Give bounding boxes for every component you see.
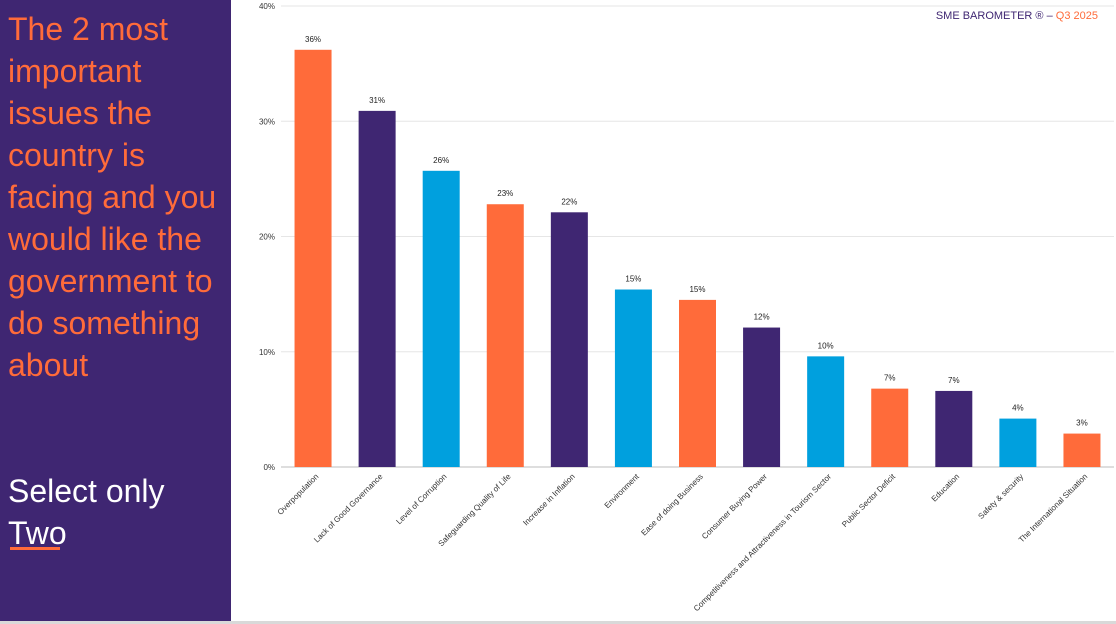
x-category-label: Level of Corruption (394, 472, 448, 526)
bar (486, 204, 524, 468)
bar (935, 390, 973, 467)
data-label: 31% (369, 96, 385, 105)
x-category-label: Education (930, 472, 962, 504)
bar (871, 388, 909, 467)
instruction-line-1: Select only (8, 473, 165, 509)
y-tick-label: 20% (259, 233, 275, 242)
bar-chart: 0% 10% 20% 30% 40% 36% Overpopulation 31% Lack o… (259, 2, 1114, 613)
x-category-label: The International Situation (1017, 472, 1089, 544)
x-category-label: Increase in Inflation (521, 472, 576, 527)
data-label: 15% (689, 285, 705, 294)
x-category-label: Consumer Buying Power (700, 472, 769, 541)
barometer-header: SME BAROMETER ® – Q3 2025 (936, 10, 1098, 22)
y-tick-label: 40% (259, 2, 275, 11)
data-label: 36% (305, 35, 321, 44)
data-label: 15% (625, 275, 641, 284)
question-panel: The 2 most important issues the country … (0, 0, 231, 621)
bar (807, 356, 845, 467)
x-category-label: Ease of doing Business (639, 472, 704, 537)
data-label: 22% (561, 197, 577, 206)
question-text: The 2 most important issues the country … (8, 11, 217, 383)
x-category-label: Safety & security (976, 472, 1025, 521)
header-separator: – (1046, 10, 1053, 22)
bar (358, 110, 396, 467)
x-category-label: Safeguarding Quality of Life (437, 472, 514, 549)
bar (294, 49, 332, 468)
instruction-underline (10, 547, 60, 550)
period-label: Q3 2025 (1055, 10, 1098, 22)
x-category-label: Environment (603, 472, 642, 511)
bar (1063, 433, 1101, 467)
data-label: 7% (948, 376, 960, 385)
y-tick-label: 10% (259, 348, 275, 357)
x-category-label: Overpopulation (276, 472, 321, 517)
x-category-label: Competitiveness and Attractiveness in To… (692, 472, 833, 613)
bottom-divider (0, 621, 1116, 624)
data-label: 23% (497, 189, 513, 198)
data-label: 3% (1076, 419, 1088, 428)
y-tick-label: 30% (259, 117, 275, 126)
data-label: 10% (818, 341, 834, 350)
data-label: 26% (433, 156, 449, 165)
data-label: 12% (754, 313, 770, 322)
instruction-text: Select only Two (8, 470, 230, 554)
bar (422, 170, 460, 467)
bar (679, 299, 716, 467)
bar (999, 418, 1037, 467)
bar (550, 212, 588, 467)
data-label: 4% (1012, 404, 1024, 413)
instruction-line-2: Two (8, 515, 67, 551)
data-label: 7% (884, 374, 896, 383)
bar (614, 289, 652, 467)
x-category-label: Lack of Good Governance (312, 472, 385, 545)
x-category-label: Public Sector Deficit (840, 472, 898, 530)
brand-label: SME BAROMETER ® (935, 10, 1044, 22)
bar (743, 327, 781, 467)
y-tick-label: 0% (263, 463, 275, 472)
